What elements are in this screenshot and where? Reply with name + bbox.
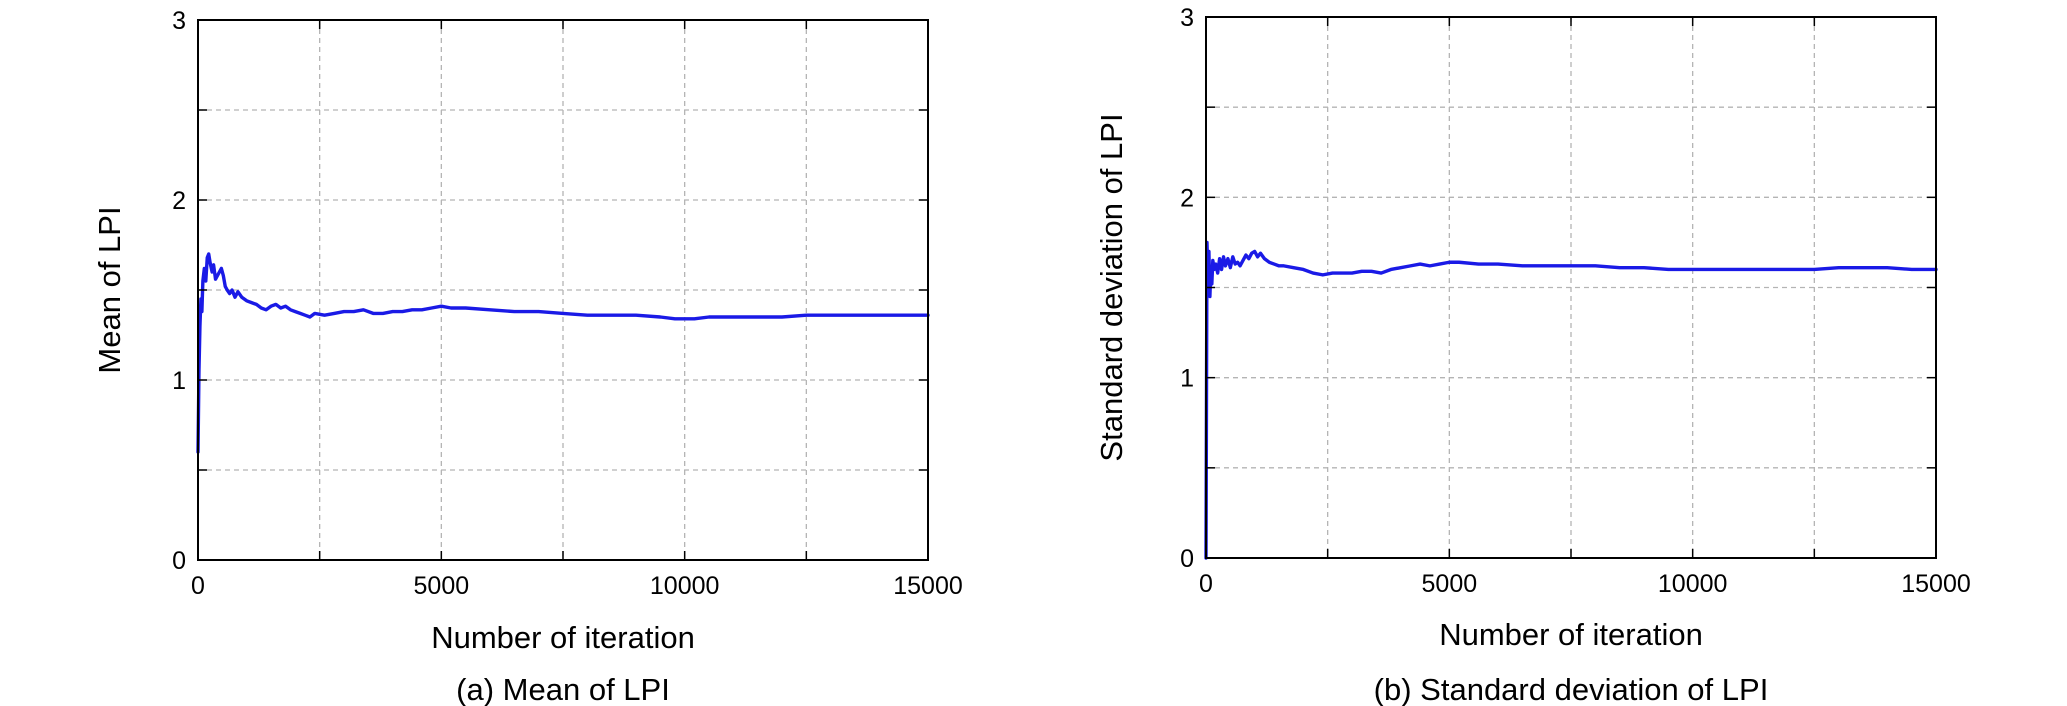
x-tick-labels: 0 5000 10000 15000 (191, 572, 963, 600)
x-axis-title: Number of iteration (1439, 617, 1703, 652)
x-axis-title: Number of iteration (431, 620, 695, 655)
y-axis-title: Mean of LPI (92, 206, 127, 373)
ticks (197, 19, 929, 561)
y-tick-label: 0 (1180, 545, 1194, 573)
x-tick-labels: 0 5000 10000 15000 (1199, 570, 1971, 598)
series-group (1204, 240, 1938, 560)
y-tick-label: 3 (1180, 4, 1194, 32)
grid (198, 20, 928, 560)
x-tick-label: 10000 (1658, 570, 1728, 598)
std-lpi-chart: 0 5000 10000 15000 0 1 2 3 Number of iteration… (1094, 4, 1971, 706)
series-line (1204, 240, 1938, 560)
x-tick-label: 10000 (650, 572, 720, 600)
y-tick-label: 2 (1180, 184, 1194, 212)
chart-panel-std: 0 5000 10000 15000 0 1 2 3 Number of iteration… (1034, 0, 2067, 706)
x-tick-label: 15000 (1901, 570, 1971, 598)
ticks (1205, 16, 1937, 559)
series-line (196, 252, 930, 454)
chart-panel-mean: 0 5000 10000 15000 0 1 2 3 Number of iteration… (92, 7, 963, 706)
y-tick-label: 1 (1180, 365, 1194, 393)
x-tick-label: 0 (191, 572, 205, 600)
x-tick-label: 5000 (414, 572, 470, 600)
y-axis-title: Standard deviation of LPI (1094, 113, 1129, 461)
x-tick-label: 15000 (893, 572, 963, 600)
y-tick-label: 2 (172, 187, 186, 215)
y-tick-label: 1 (172, 367, 186, 395)
mean-lpi-chart: 0 5000 10000 15000 0 1 2 3 Number of iteration… (92, 7, 963, 706)
y-tick-labels: 0 1 2 3 (1180, 4, 1194, 573)
y-tick-labels: 0 1 2 3 (172, 7, 186, 575)
grid (1206, 17, 1936, 558)
x-tick-label: 5000 (1422, 570, 1478, 598)
x-tick-label: 0 (1199, 570, 1213, 598)
figure-caption: (b) Standard deviation of LPI (1374, 672, 1769, 706)
figure-caption: (a) Mean of LPI (456, 672, 670, 706)
y-tick-label: 3 (172, 7, 186, 35)
series-group (196, 252, 930, 454)
y-tick-label: 0 (172, 547, 186, 575)
